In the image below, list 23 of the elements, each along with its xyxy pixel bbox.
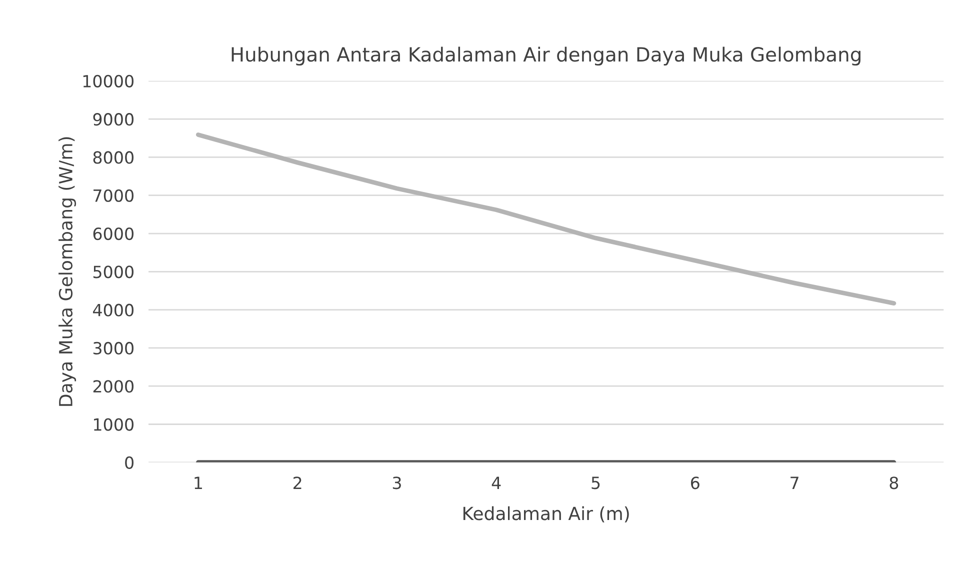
y-tick-label: 6000 xyxy=(93,227,134,240)
y-tick-label: 0 xyxy=(125,456,134,469)
y-tick-label: 10000 xyxy=(83,74,134,88)
line-series xyxy=(196,132,896,306)
x-tick-label: 2 xyxy=(294,476,302,489)
y-tick-label: 2000 xyxy=(93,380,134,393)
y-tick-label: 5000 xyxy=(93,266,134,278)
y-tick-label: 7000 xyxy=(94,189,134,202)
x-tick-label: 1 xyxy=(194,476,202,489)
y-axis-title: Daya Muka Gelombang (W/m) xyxy=(58,137,76,406)
x-tick-label: 8 xyxy=(890,476,898,490)
y-tick-label: 8000 xyxy=(93,151,134,164)
x-tick-label: 6 xyxy=(691,476,700,490)
x-tick-label: 7 xyxy=(790,476,798,489)
y-tick-label: 1000 xyxy=(94,418,134,431)
x-tick-label: 3 xyxy=(392,476,401,490)
x-tick-label: 4 xyxy=(492,476,501,489)
y-tick-label: 9000 xyxy=(93,113,134,126)
y-tick-label: 3000 xyxy=(93,342,134,355)
x-tick-label: 5 xyxy=(592,476,600,490)
x-axis-title: Kedalaman Air (m) xyxy=(463,506,629,522)
chart-title: Hubungan Antara Kadalaman Air dengan Daya Muka Gelombang xyxy=(232,46,860,66)
y-tick-label: 4000 xyxy=(93,304,134,316)
